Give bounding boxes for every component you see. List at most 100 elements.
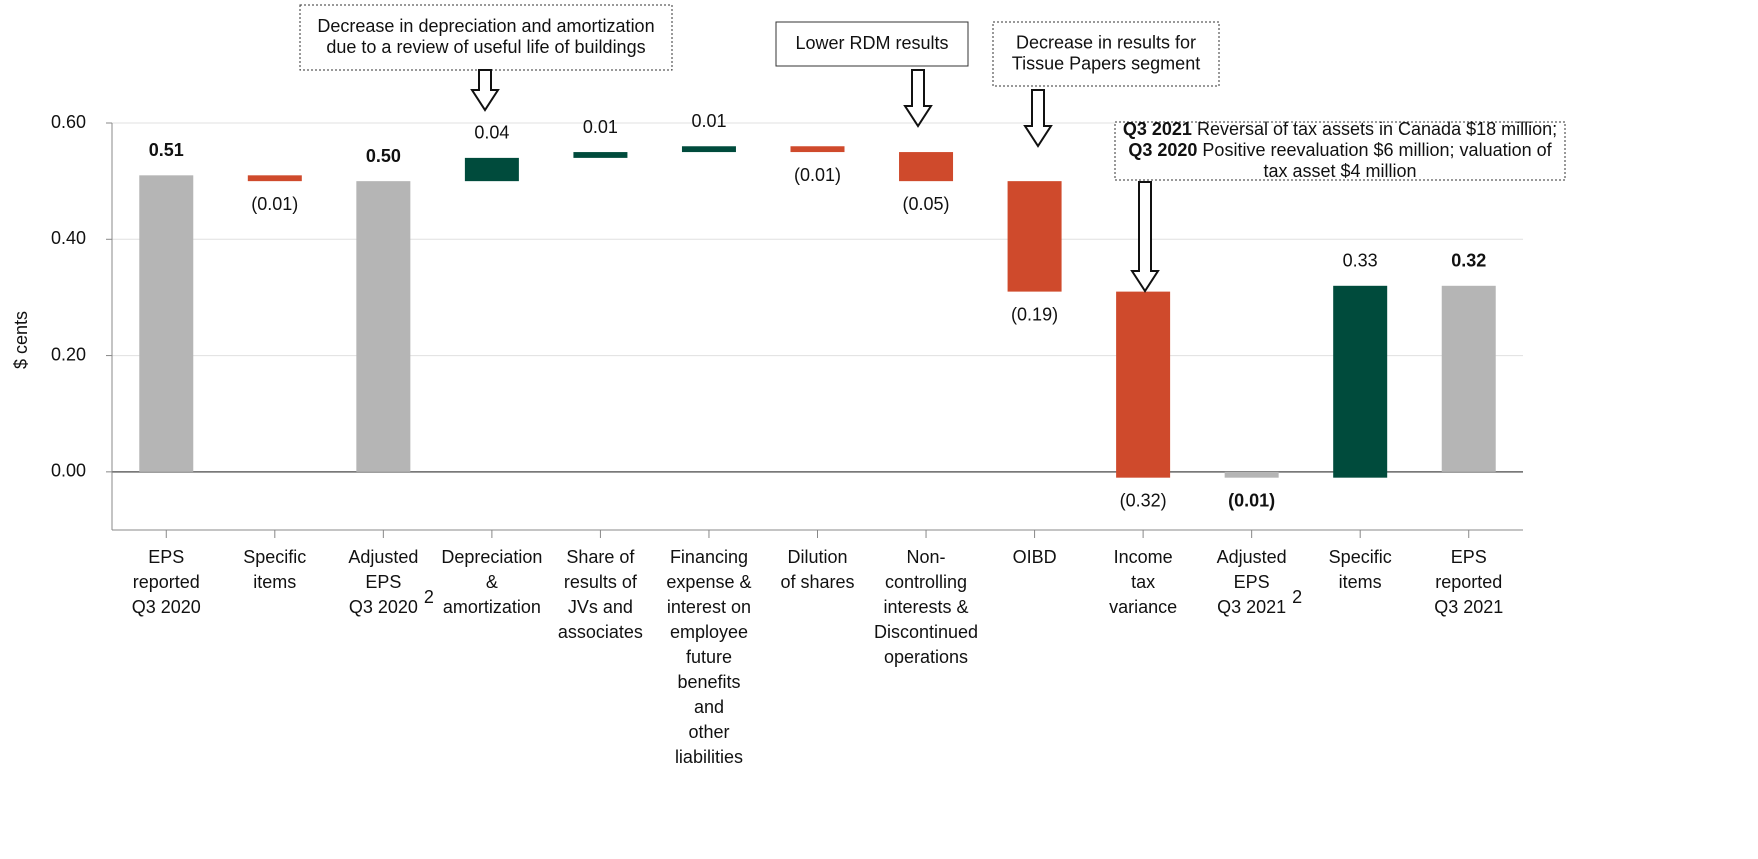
x-tick-label: of shares (780, 572, 854, 592)
value-label: 0.04 (474, 123, 509, 143)
annotation-text: tax asset $4 million (1263, 161, 1416, 181)
x-tick-label: interests & (884, 597, 969, 617)
x-tick-label: reported (133, 572, 200, 592)
value-label: (0.01) (1228, 490, 1275, 510)
annotation-segment: Tissue Papers segment (1012, 53, 1200, 73)
annotation-box (299, 4, 673, 71)
annotation-arrow (470, 69, 500, 112)
x-tick-label: Share of (566, 547, 635, 567)
bar (681, 146, 736, 153)
annotation-box (1114, 121, 1566, 181)
x-tick-superscript: 2 (424, 587, 434, 607)
annotation-box (775, 21, 969, 67)
bar (139, 175, 194, 472)
annotation-segment: Q3 2021 (1123, 119, 1192, 139)
bar (1441, 285, 1496, 472)
x-tick-label: Q3 2020 (349, 597, 418, 617)
x-tick-label: Financing (670, 547, 748, 567)
annotation-text: Q3 2021 Reversal of tax assets in Canada… (1123, 119, 1557, 139)
value-label: (0.05) (903, 194, 950, 214)
y-axis-title: $ cents (11, 311, 31, 369)
bar (464, 157, 519, 182)
bar (573, 152, 628, 158)
x-tick-label: tax (1131, 572, 1155, 592)
x-tick-label: JVs and (568, 597, 633, 617)
y-tick-label: 0.00 (51, 461, 86, 481)
x-tick-label: other (688, 722, 729, 742)
annotation-box (992, 21, 1220, 87)
annotation-text: Decrease in results for (1016, 32, 1196, 52)
x-tick-label: reported (1435, 572, 1502, 592)
x-tick-label: operations (884, 647, 968, 667)
x-tick-label: and (694, 697, 724, 717)
x-tick-label: variance (1109, 597, 1177, 617)
annotation-segment: Decrease in depreciation and amortizatio… (317, 16, 654, 36)
bar (1333, 285, 1388, 478)
x-tick-label: interest on (667, 597, 751, 617)
x-tick-label: expense & (666, 572, 751, 592)
x-tick-label: Discontinued (874, 622, 978, 642)
annotation-arrow (1023, 89, 1053, 148)
bar (1224, 471, 1279, 478)
y-tick-label: 0.60 (51, 112, 86, 132)
annotation-text: due to a review of useful life of buildi… (326, 37, 645, 57)
x-tick-label: Specific (243, 547, 306, 567)
annotation-segment: Positive reevaluation $6 million; valuat… (1197, 140, 1552, 160)
x-tick-label: employee (670, 622, 748, 642)
value-label: 0.51 (149, 140, 184, 160)
x-tick-label: results of (564, 572, 638, 592)
x-tick-label: Q3 2021 (1434, 597, 1503, 617)
annotation-text: Lower RDM results (795, 33, 948, 53)
value-label: 0.01 (583, 117, 618, 137)
x-tick-label: Dilution (787, 547, 847, 567)
annotation-segment: Lower RDM results (795, 33, 948, 53)
x-tick-label: EPS (365, 572, 401, 592)
x-tick-label: Non- (907, 547, 946, 567)
x-tick-label: amortization (443, 597, 541, 617)
value-label: (0.32) (1120, 490, 1167, 510)
x-tick-label: EPS (148, 547, 184, 567)
value-label: 0.32 (1451, 251, 1486, 271)
y-tick-label: 0.20 (51, 344, 86, 364)
annotation-text: Decrease in depreciation and amortizatio… (317, 16, 654, 36)
bar (247, 175, 302, 182)
x-tick-label: Adjusted (1217, 547, 1287, 567)
bar (899, 152, 954, 182)
value-label: 0.33 (1343, 251, 1378, 271)
x-tick-label: future (686, 647, 732, 667)
annotation-segment: tax asset $4 million (1263, 161, 1416, 181)
x-tick-label: Specific (1329, 547, 1392, 567)
x-tick-label: & (486, 572, 498, 592)
x-tick-label: benefits (677, 672, 740, 692)
x-tick-superscript: 2 (1292, 587, 1302, 607)
x-tick-label: items (1339, 572, 1382, 592)
x-tick-label: Income (1114, 547, 1173, 567)
value-label: (0.01) (251, 194, 298, 214)
value-label: (0.19) (1011, 304, 1058, 324)
x-tick-label: EPS (1451, 547, 1487, 567)
x-tick-label: items (253, 572, 296, 592)
annotation-text: Q3 2020 Positive reevaluation $6 million… (1128, 140, 1552, 160)
annotation-arrow (903, 69, 933, 128)
x-tick-label: Depreciation (441, 547, 542, 567)
bar (1007, 181, 1062, 292)
bar (790, 146, 845, 153)
bar (1116, 291, 1171, 478)
x-tick-label: associates (558, 622, 643, 642)
value-label: (0.01) (794, 165, 841, 185)
x-tick-label: liabilities (675, 747, 743, 767)
value-label: 0.01 (691, 111, 726, 131)
annotation-text: Tissue Papers segment (1012, 53, 1200, 73)
y-tick-label: 0.40 (51, 228, 86, 248)
annotation-segment: Decrease in results for (1016, 32, 1196, 52)
x-tick-label: Q3 2021 (1217, 597, 1286, 617)
annotation-arrow (1130, 181, 1160, 293)
bar (356, 181, 411, 472)
x-tick-label: controlling (885, 572, 967, 592)
x-tick-label: OIBD (1013, 547, 1057, 567)
x-tick-label: Adjusted (348, 547, 418, 567)
annotation-segment: Q3 2020 (1128, 140, 1197, 160)
value-label: 0.50 (366, 146, 401, 166)
